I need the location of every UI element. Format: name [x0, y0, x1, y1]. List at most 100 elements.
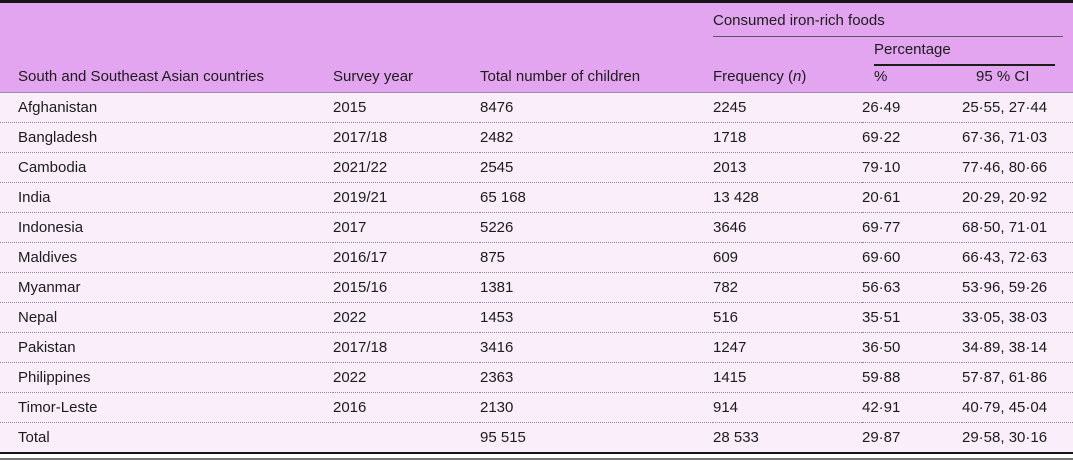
cell-ci: 25·55, 27·44 [962, 98, 1048, 116]
cell-frequency: 914 [713, 398, 739, 416]
table-row: Nepal 2022 1453 516 35·51 33·05, 38·03 [0, 302, 1073, 332]
iron-rich-foods-table: Consumed iron-rich foods Percentage Sout… [0, 3, 1073, 452]
cell-country: Cambodia [18, 158, 87, 176]
cell-country: Timor-Leste [18, 398, 98, 416]
cell-country: Pakistan [18, 338, 76, 356]
spanner-spacer [0, 3, 713, 37]
subgroup-spanner-cell: Percentage [862, 37, 1073, 66]
cell-frequency: 2013 [713, 158, 747, 176]
cell-ci: 53·96, 59·26 [962, 278, 1048, 296]
cell-percent: 69·60 [862, 248, 901, 266]
cell-country: Indonesia [18, 218, 84, 236]
cell-country: Philippines [18, 368, 91, 386]
cell-country: Total [18, 428, 50, 446]
cell-total-children: 2363 [480, 368, 514, 386]
cell-ci: 67·36, 71·03 [962, 128, 1048, 146]
table-body: Afghanistan 2015 8476 2245 26·49 25·55, 27·44… [0, 92, 1073, 452]
col-header-total-children: Total number of children [480, 67, 641, 85]
frequency-label-n-italic: n [793, 67, 802, 85]
cell-country: Maldives [18, 248, 78, 266]
col-header-percent: % [874, 67, 888, 85]
cell-survey-year [333, 422, 480, 452]
table-row: Cambodia 2021/22 2545 2013 79·10 77·46, 80·66 [0, 152, 1073, 182]
subgroup-spanner-label: Percentage [874, 41, 951, 58]
cell-percent: 42·91 [862, 398, 901, 416]
table-row: India 2019/21 65 168 13 428 20·61 20·29, 20·9… [0, 182, 1073, 212]
cell-survey-year: 2016/17 [333, 248, 388, 266]
cell-percent: 26·49 [862, 98, 901, 116]
cell-percent: 20·61 [862, 188, 901, 206]
cell-ci: 40·79, 45·04 [962, 398, 1048, 416]
cell-country: Afghanistan [18, 98, 98, 116]
cell-survey-year: 2022 [333, 308, 367, 326]
cell-total-children: 8476 [480, 98, 514, 116]
table-bottom-rule-thick [0, 452, 1073, 454]
cell-percent: 36·50 [862, 338, 901, 356]
cell-frequency: 782 [713, 278, 739, 296]
table-row: Afghanistan 2015 8476 2245 26·49 25·55, 27·44 [0, 92, 1073, 122]
cell-total-children: 65 168 [480, 188, 526, 206]
total-row: Total 95 515 28 533 29·87 29·58, 30·16 [0, 422, 1073, 452]
table-bottom-rule-thin [0, 458, 1073, 460]
table-row: Indonesia 2017 5226 3646 69·77 68·50, 71·01 [0, 212, 1073, 242]
table-top-rule [0, 0, 1073, 3]
cell-percent: 69·22 [862, 128, 901, 146]
col-header-frequency: Frequency (n) [713, 66, 862, 92]
cell-survey-year: 2019/21 [333, 188, 388, 206]
cell-frequency: 3646 [713, 218, 747, 236]
cell-ci: 66·43, 72·63 [962, 248, 1048, 266]
cell-frequency: 1415 [713, 368, 747, 386]
cell-ci: 20·29, 20·92 [962, 188, 1048, 206]
cell-total-children: 1381 [480, 278, 514, 296]
table-row: Timor-Leste 2016 2130 914 42·91 40·79, 45·04 [0, 392, 1073, 422]
cell-survey-year: 2015 [333, 98, 367, 116]
cell-ci: 68·50, 71·01 [962, 218, 1048, 236]
cell-survey-year: 2017 [333, 218, 367, 236]
column-header-row: South and Southeast Asian countries Surv… [0, 66, 1073, 92]
cell-country: Myanmar [18, 278, 81, 296]
cell-total-children: 5226 [480, 218, 514, 236]
cell-percent: 69·77 [862, 218, 901, 236]
cell-survey-year: 2022 [333, 368, 367, 386]
cell-survey-year: 2017/18 [333, 338, 388, 356]
table-bottom-rule-gap [0, 454, 1073, 458]
subgroup-spacer [0, 37, 862, 66]
cell-ci: 77·46, 80·66 [962, 158, 1048, 176]
cell-frequency: 609 [713, 248, 739, 266]
cell-total-children: 875 [480, 248, 506, 266]
cell-survey-year: 2021/22 [333, 158, 388, 176]
cell-frequency: 2245 [713, 98, 747, 116]
cell-frequency: 28 533 [713, 428, 759, 446]
table-row: Pakistan 2017/18 3416 1247 36·50 34·89, 38·14 [0, 332, 1073, 362]
cell-country: India [18, 188, 51, 206]
cell-percent: 59·88 [862, 368, 901, 386]
cell-survey-year: 2015/16 [333, 278, 388, 296]
cell-country: Bangladesh [18, 128, 98, 146]
col-header-survey-year: Survey year [333, 67, 414, 85]
table-row: Maldives 2016/17 875 609 69·60 66·43, 72·63 [0, 242, 1073, 272]
cell-survey-year: 2017/18 [333, 128, 388, 146]
cell-percent: 29·87 [862, 428, 901, 446]
cell-total-children: 1453 [480, 308, 514, 326]
col-header-ci: 95 % CI [976, 67, 1030, 85]
frequency-label-suffix: ) [801, 67, 807, 85]
cell-total-children: 2545 [480, 158, 514, 176]
cell-percent: 79·10 [862, 158, 901, 176]
col-header-country: South and Southeast Asian countries [18, 67, 265, 85]
cell-survey-year: 2016 [333, 398, 367, 416]
cell-frequency: 1718 [713, 128, 747, 146]
cell-frequency: 516 [713, 308, 739, 326]
group-spanner-label: Consumed iron-rich foods [713, 12, 885, 29]
table-row: Myanmar 2015/16 1381 782 56·63 53·96, 59·26 [0, 272, 1073, 302]
frequency-label-prefix: Frequency ( [713, 67, 794, 85]
cell-percent: 56·63 [862, 278, 901, 296]
cell-frequency: 1247 [713, 338, 747, 356]
cell-ci: 29·58, 30·16 [962, 428, 1048, 446]
cell-total-children: 2482 [480, 128, 514, 146]
cell-ci: 34·89, 38·14 [962, 338, 1048, 356]
cell-total-children: 95 515 [480, 428, 526, 446]
table-row: Bangladesh 2017/18 2482 1718 69·22 67·36, 71·… [0, 122, 1073, 152]
cell-total-children: 2130 [480, 398, 514, 416]
spanner-row-group: Consumed iron-rich foods [0, 3, 1073, 37]
